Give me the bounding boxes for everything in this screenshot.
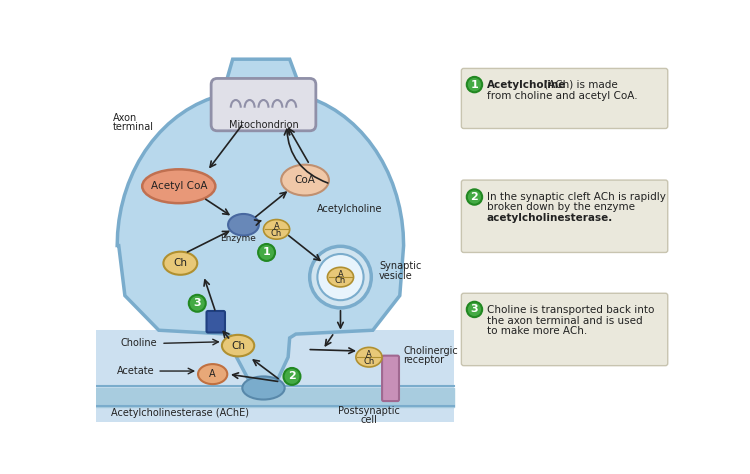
Text: to make more ACh.: to make more ACh. [487,327,587,337]
Ellipse shape [281,164,329,195]
Text: A: A [274,222,280,231]
Ellipse shape [263,219,290,239]
Text: Ch: Ch [271,229,282,237]
Text: A: A [366,350,372,359]
Text: Acetate: Acetate [117,366,154,376]
Ellipse shape [198,364,227,384]
Circle shape [258,244,275,261]
Polygon shape [117,59,404,386]
Text: (ACh) is made: (ACh) is made [542,80,618,90]
Text: Mitochondrion: Mitochondrion [229,119,298,130]
Circle shape [284,368,301,385]
Text: receptor: receptor [404,355,445,365]
Text: 3: 3 [194,298,201,308]
Circle shape [189,295,206,312]
Ellipse shape [222,335,254,356]
Text: Acetylcholine: Acetylcholine [317,204,383,214]
Text: Cholinergic: Cholinergic [404,346,458,356]
Ellipse shape [164,252,197,275]
Ellipse shape [356,347,382,367]
Text: Axon: Axon [112,113,136,124]
Text: Acetylcholinesterase (AChE): Acetylcholinesterase (AChE) [111,408,249,418]
Text: from choline and acetyl CoA.: from choline and acetyl CoA. [487,91,638,101]
Text: Postsynaptic: Postsynaptic [338,406,400,416]
Text: 1: 1 [262,247,271,257]
Text: In the synaptic cleft ACh is rapidly: In the synaptic cleft ACh is rapidly [487,191,666,201]
Text: 3: 3 [471,304,478,314]
FancyBboxPatch shape [461,293,668,365]
Text: cell: cell [361,415,377,425]
Text: Synaptic: Synaptic [379,261,422,271]
Text: broken down by the enzyme: broken down by the enzyme [487,202,634,212]
Text: acetylcholinesterase.: acetylcholinesterase. [487,213,613,223]
Text: Acetyl CoA: Acetyl CoA [151,181,207,191]
Text: the axon terminal and is used: the axon terminal and is used [487,316,643,326]
Text: A: A [209,369,216,379]
Ellipse shape [242,376,285,400]
Ellipse shape [142,169,215,203]
Text: Enzyme: Enzyme [220,234,256,243]
FancyBboxPatch shape [461,180,668,253]
Text: Ch: Ch [334,276,346,285]
Ellipse shape [228,214,259,236]
Circle shape [317,254,364,300]
Ellipse shape [328,267,353,287]
Polygon shape [117,59,404,386]
Text: Ch: Ch [173,258,188,268]
FancyBboxPatch shape [211,78,316,131]
Text: Choline: Choline [120,338,157,348]
Text: CoA: CoA [295,175,316,185]
FancyBboxPatch shape [206,311,225,333]
Text: Ch: Ch [363,356,374,365]
Circle shape [466,302,482,317]
Text: vesicle: vesicle [379,271,412,281]
Text: Ch: Ch [231,341,245,351]
FancyBboxPatch shape [461,68,668,128]
Text: Acetylcholine: Acetylcholine [487,80,566,90]
Circle shape [466,77,482,92]
FancyBboxPatch shape [382,356,399,401]
Text: A: A [338,270,344,279]
Circle shape [466,189,482,205]
Text: 1: 1 [470,80,478,90]
Text: 2: 2 [470,192,478,202]
Bar [96,330,454,422]
Text: Choline is transported back into: Choline is transported back into [487,305,654,315]
Text: terminal: terminal [112,122,154,132]
Circle shape [310,246,371,308]
Text: 2: 2 [288,372,296,382]
